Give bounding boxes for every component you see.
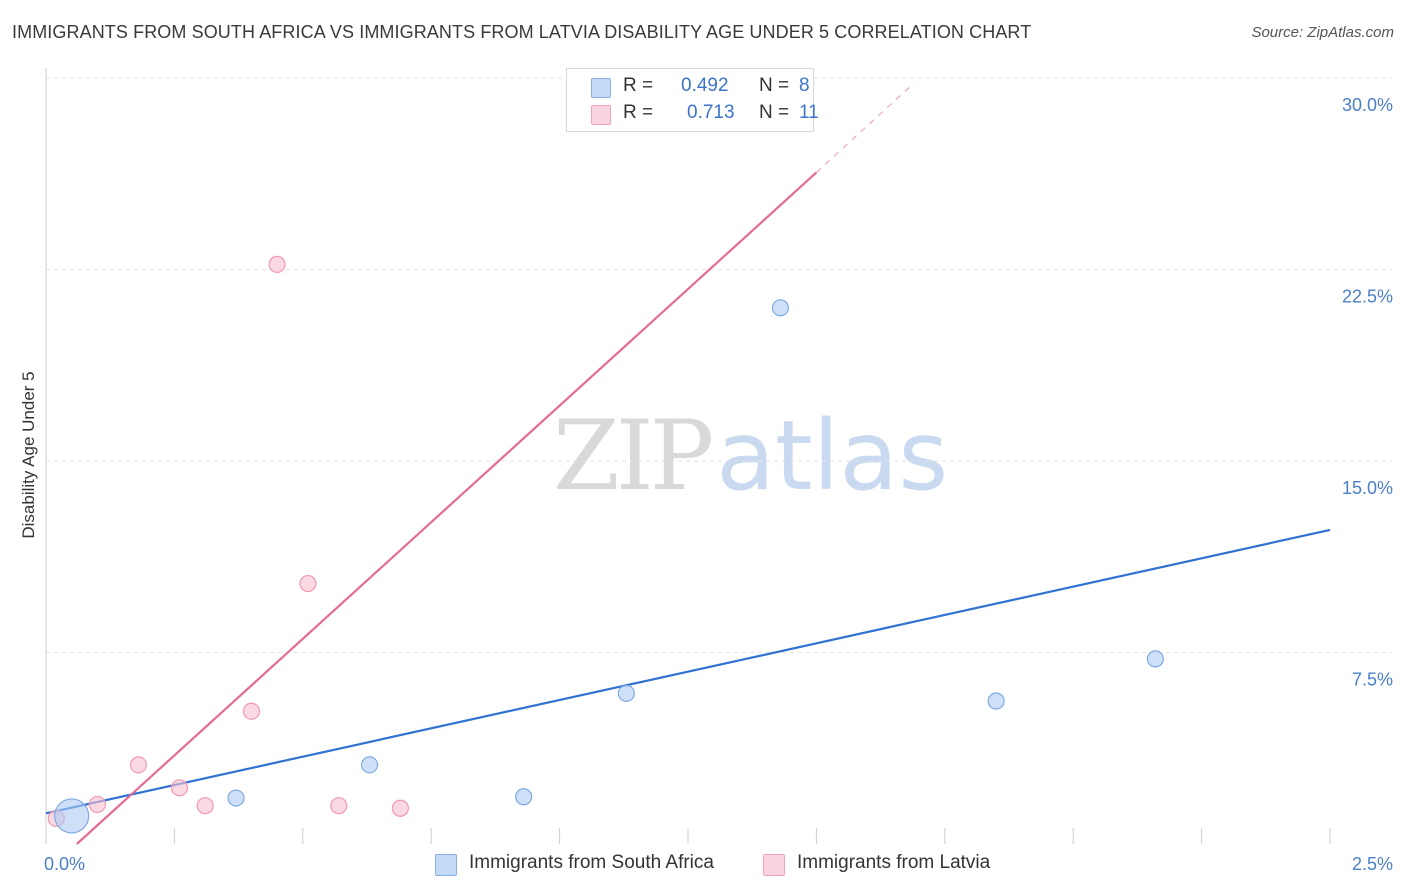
- x-tick-label: 0.0%: [44, 854, 85, 874]
- data-point: [227, 789, 245, 807]
- legend-swatch-south-africa: [591, 78, 611, 98]
- data-point: [268, 255, 286, 273]
- legend-label-south-africa: Immigrants from South Africa: [469, 852, 714, 873]
- legend-label-latvia: Immigrants from Latvia: [797, 852, 991, 873]
- y-tick-label: 7.5%: [1352, 670, 1393, 690]
- trend-line-extension: [815, 82, 915, 173]
- legend-swatch-latvia: [763, 854, 785, 876]
- y-tick-label: 15.0%: [1342, 478, 1393, 498]
- n-value: 8: [799, 75, 810, 96]
- data-points: [47, 110, 1164, 834]
- watermark-zip: ZIP: [553, 400, 714, 512]
- watermark: ZIPatlas: [553, 400, 948, 512]
- grid-lines: [46, 77, 1392, 653]
- source-label: Source: ZipAtlas.com: [1251, 24, 1394, 41]
- data-point: [88, 795, 106, 814]
- data-point: [299, 574, 317, 593]
- data-point: [170, 779, 189, 797]
- n-label: N =: [759, 102, 790, 123]
- data-point: [987, 692, 1005, 710]
- legend-swatch-latvia: [591, 105, 611, 125]
- data-point: [360, 756, 379, 774]
- y-tick-label: 22.5%: [1342, 287, 1393, 307]
- trend-line: [45, 528, 1331, 815]
- correlation-legend: R = 0.492 N = 8 R = 0.713 N = 11: [566, 68, 819, 132]
- legend-swatch-south-africa: [435, 854, 457, 876]
- data-point: [771, 299, 790, 317]
- axes: [45, 68, 1331, 844]
- r-label: R =: [623, 75, 654, 96]
- tick-labels: 7.5% 15.0% 22.5% 30.0% 0.0% 2.5%: [44, 95, 1393, 874]
- watermark-atlas: atlas: [716, 400, 949, 512]
- data-point: [129, 756, 148, 774]
- n-label: N =: [759, 75, 790, 96]
- series-legend: Immigrants from South Africa Immigrants …: [0, 852, 1406, 878]
- r-value: 0.713: [687, 102, 735, 123]
- data-point: [515, 788, 533, 806]
- data-point: [391, 799, 409, 817]
- r-value: 0.492: [681, 75, 729, 96]
- data-point: [330, 797, 348, 815]
- x-tick-label: 2.5%: [1352, 854, 1393, 874]
- r-label: R =: [623, 102, 654, 123]
- n-value: 11: [799, 102, 819, 123]
- data-point: [617, 684, 635, 702]
- trend-lines: [45, 82, 1331, 845]
- y-axis-label: Disability Age Under 5: [19, 371, 38, 538]
- chart-title: IMMIGRANTS FROM SOUTH AFRICA VS IMMIGRAN…: [12, 22, 1032, 42]
- data-point: [1146, 650, 1164, 668]
- data-point: [196, 797, 214, 815]
- data-point: [54, 798, 90, 834]
- data-point: [242, 702, 261, 720]
- y-tick-label: 30.0%: [1342, 95, 1393, 115]
- trend-line: [76, 171, 818, 845]
